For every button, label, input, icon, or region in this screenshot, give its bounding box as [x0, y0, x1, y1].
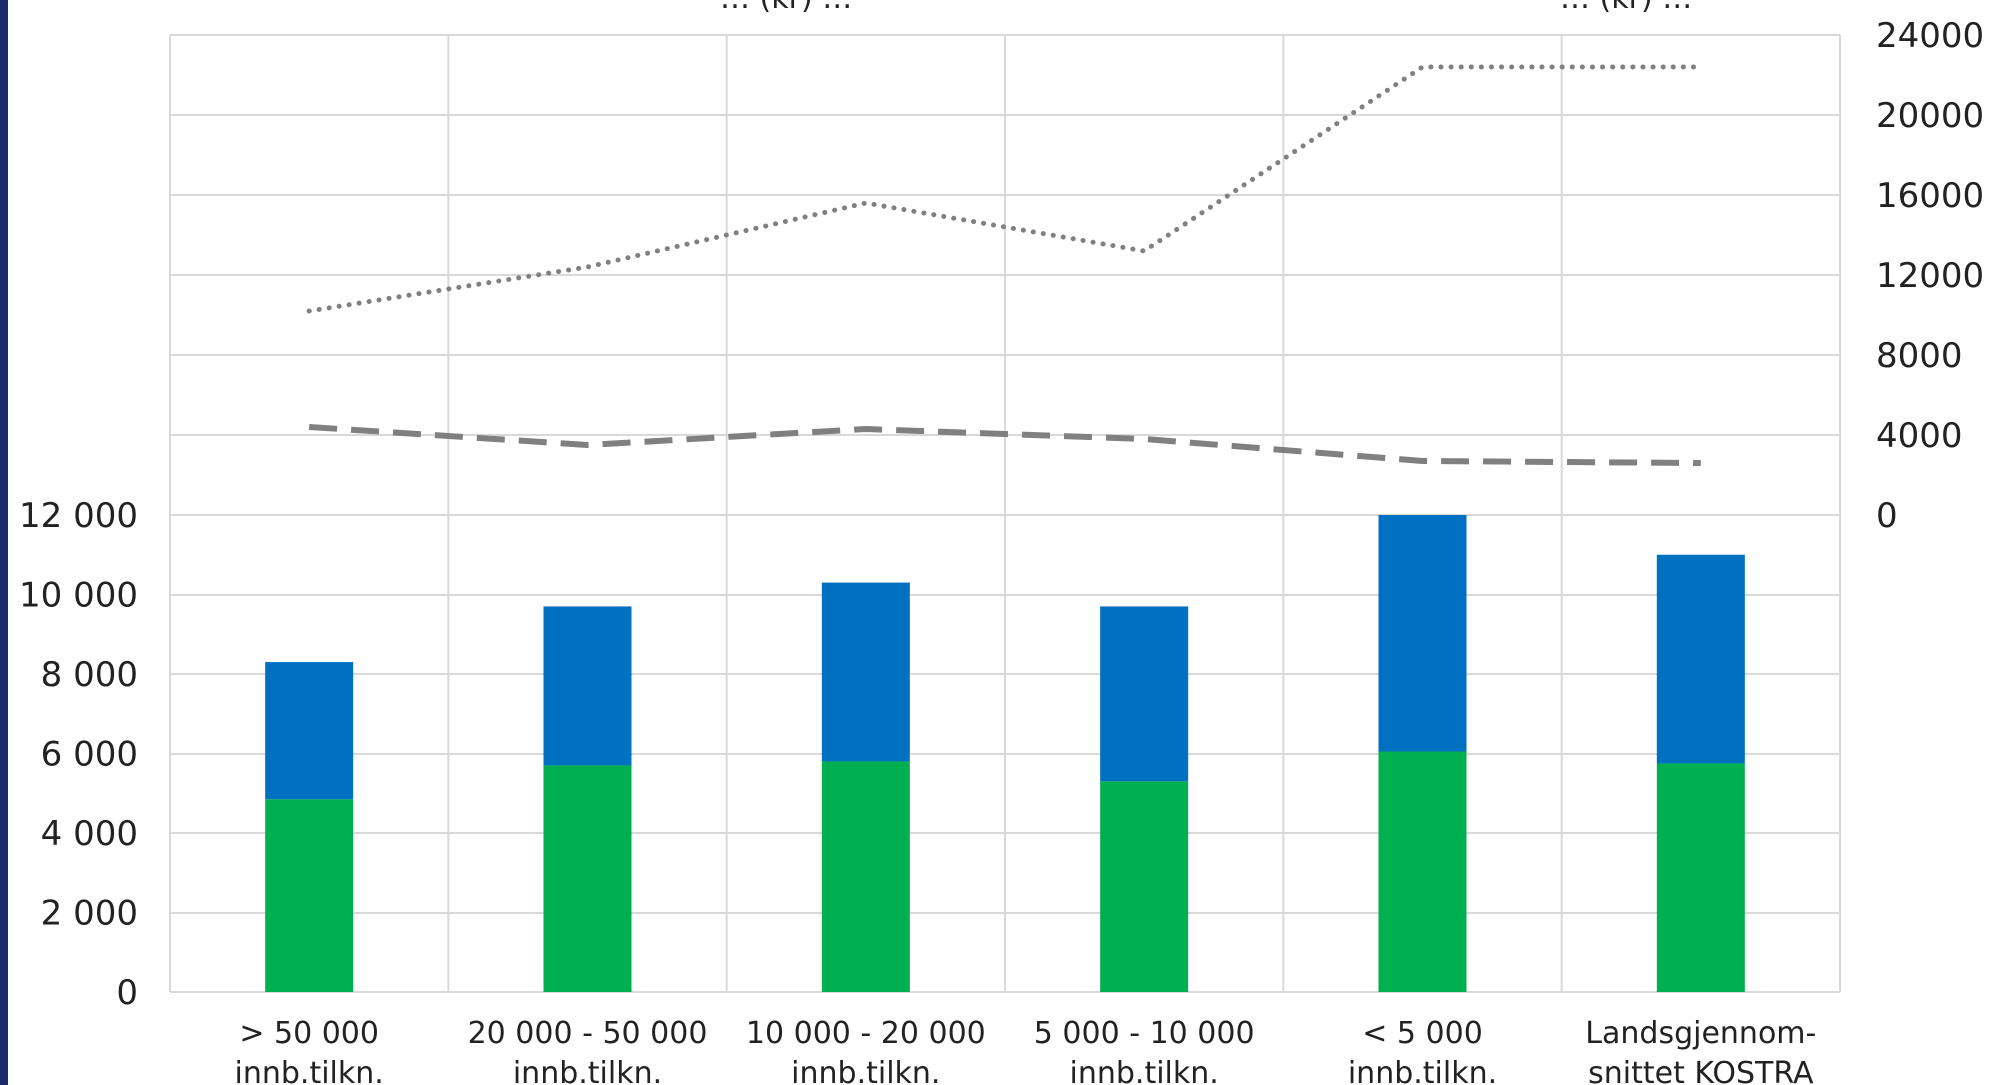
right-tick-label: 12000	[1876, 256, 1984, 296]
category-label: snittet KOSTRA	[1588, 1056, 1814, 1085]
category-label: < 5 000	[1362, 1016, 1483, 1051]
lines	[306, 64, 1704, 466]
category-label: innb.tilkn.	[1348, 1056, 1497, 1085]
bar-segment	[821, 582, 910, 762]
bar-segment	[265, 799, 354, 992]
right-tick-label: 16000	[1876, 176, 1984, 216]
left-tick-label: 0	[116, 973, 138, 1013]
legend-partial: … (kr) … … (kr) …	[720, 0, 1692, 16]
left-tick-label: 12 000	[19, 496, 138, 536]
category-label: 5 000 - 10 000	[1034, 1016, 1255, 1051]
line-series-dashed	[308, 424, 1701, 466]
line-series-dotted	[306, 64, 1704, 314]
right-tick-label: 0	[1876, 496, 1898, 536]
category-label: 10 000 - 20 000	[746, 1016, 986, 1051]
right-tick-label: 20000	[1876, 96, 1984, 136]
category-label: 20 000 - 50 000	[468, 1016, 708, 1051]
category-label: innb.tilkn.	[513, 1056, 662, 1085]
left-tick-label: 4 000	[41, 814, 138, 854]
bar-segment	[821, 761, 910, 992]
category-label: innb.tilkn.	[235, 1056, 384, 1085]
bar-segment	[1656, 554, 1745, 764]
bar-segment	[543, 606, 632, 766]
bar-segment	[1656, 763, 1745, 992]
right-tick-label: 8000	[1876, 336, 1963, 376]
left-tick-label: 8 000	[41, 655, 138, 695]
grid	[169, 34, 1841, 993]
bar-segment	[1378, 515, 1467, 752]
category-label: innb.tilkn.	[791, 1056, 940, 1085]
left-tick-label: 2 000	[41, 894, 138, 934]
legend-left-text: … (kr) …	[720, 0, 852, 16]
category-label: > 50 000	[239, 1016, 379, 1051]
left-border	[0, 0, 8, 1085]
category-label: innb.tilkn.	[1070, 1056, 1219, 1085]
bars	[265, 515, 1745, 992]
right-tick-label: 4000	[1876, 416, 1963, 456]
category-label: Landsgjennom-	[1585, 1016, 1816, 1051]
bar-segment	[543, 765, 632, 992]
bar-segment	[1378, 751, 1467, 992]
left-tick-label: 10 000	[19, 576, 138, 616]
bar-segment	[1100, 606, 1189, 782]
right-tick-label: 24000	[1876, 16, 1984, 56]
bar-segment	[265, 662, 354, 800]
right-axis-ticks: 0 4000 8000 12000 16000 20000 24000	[1876, 16, 1984, 536]
left-axis-ticks: 0 2 000 4 000 6 000 8 000 10 000 12 000	[19, 496, 138, 1013]
category-labels: > 50 000 innb.tilkn. 20 000 - 50 000 innb.t…	[235, 1016, 1817, 1085]
bar-segment	[1100, 781, 1189, 992]
legend-right-text: … (kr) …	[1560, 0, 1692, 16]
left-tick-label: 6 000	[41, 735, 138, 775]
